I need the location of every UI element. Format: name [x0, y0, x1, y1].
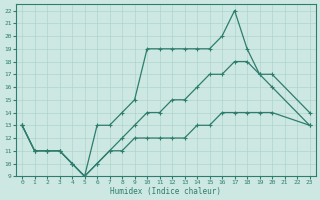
X-axis label: Humidex (Indice chaleur): Humidex (Indice chaleur) [110, 187, 221, 196]
